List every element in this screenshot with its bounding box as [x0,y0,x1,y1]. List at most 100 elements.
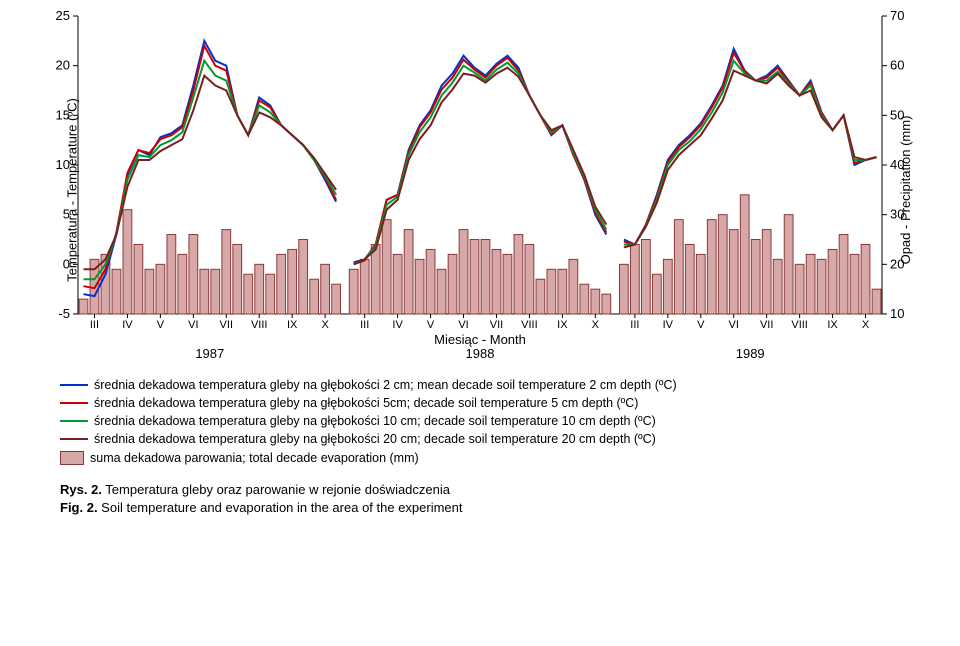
chart-svg: -5051015202510203040506070IIIIVVVIVIIVII… [20,10,940,370]
legend-swatch-box [60,451,84,465]
bar [641,240,650,315]
bar [872,289,881,314]
legend-swatch-line [60,420,88,422]
legend-swatch-line [60,438,88,440]
bar [707,220,716,314]
legend-row: średnia dekadowa temperatura gleby na gł… [60,376,940,394]
x-tick: X [321,319,329,331]
bar [591,289,600,314]
x-tick: III [630,319,639,331]
x-tick: VI [729,319,739,331]
bar [459,230,468,314]
bar [332,284,341,314]
bar [349,269,358,314]
bar [371,244,380,314]
legend-swatch-line [60,384,88,386]
x-tick: V [427,319,435,331]
bar [558,269,567,314]
bar [514,235,523,314]
caption-line1-rest: Temperatura gleby oraz parowanie w rejon… [102,482,450,497]
x-tick: VII [220,319,233,331]
bar [288,249,297,314]
x-tick: IX [557,319,568,331]
x-tick: VII [760,319,773,331]
x-tick: VIII [791,319,808,331]
x-tick: VIII [521,319,538,331]
bar [850,254,859,314]
x-tick: V [157,319,165,331]
x-tick: IX [827,319,838,331]
bar [762,230,771,314]
y-right-tick: 10 [890,306,904,321]
x-tick: IX [287,319,298,331]
y-left-label: Temperatura - Temperature (ºC) [64,98,79,282]
bar [536,279,545,314]
caption-line-1: Rys. 2. Temperatura gleby oraz parowanie… [60,481,940,499]
bar [360,259,369,314]
bar [437,269,446,314]
legend-row: średnia dekadowa temperatura gleby na gł… [60,394,940,412]
bar [652,274,661,314]
bar [222,230,231,314]
legend-text: średnia dekadowa temperatura gleby na gł… [94,412,656,430]
bar [112,269,121,314]
bar [696,254,705,314]
x-tick: IV [663,319,674,331]
bar [277,254,286,314]
bar [839,235,848,314]
bar [134,244,143,314]
x-tick: VI [458,319,468,331]
legend-text: suma dekadowa parowania; total decade ev… [90,449,419,467]
legend-swatch-line [60,402,88,404]
bar [630,244,639,314]
x-tick: X [862,319,870,331]
bar [382,220,391,314]
year-label: 1989 [736,346,765,361]
x-tick: V [697,319,705,331]
caption: Rys. 2. Temperatura gleby oraz parowanie… [60,481,940,517]
x-tick: IV [122,319,133,331]
bar [299,240,308,315]
bar [817,259,826,314]
bar [619,264,628,314]
bar [861,244,870,314]
bar [784,215,793,314]
x-tick: X [592,319,600,331]
bar [266,274,275,314]
bar [806,254,815,314]
y-left-tick: 25 [56,10,70,23]
x-tick: VIII [251,319,268,331]
caption-line1-bold: Rys. 2. [60,482,102,497]
x-tick: VII [490,319,503,331]
bar [233,244,242,314]
bar [569,259,578,314]
legend-text: średnia dekadowa temperatura gleby na gł… [94,394,638,412]
bar [663,259,672,314]
x-tick: III [90,319,99,331]
bar [321,264,330,314]
bar [602,294,611,314]
bar [740,195,749,314]
bar [674,220,683,314]
legend-row: średnia dekadowa temperatura gleby na gł… [60,412,940,430]
bar [492,249,501,314]
bar [580,284,589,314]
bars-group [79,195,881,314]
bar [200,269,209,314]
bar [393,254,402,314]
legend: średnia dekadowa temperatura gleby na gł… [60,376,940,467]
bar [795,264,804,314]
bar [525,244,534,314]
caption-line2-bold: Fig. 2. [60,500,98,515]
x-tick: III [360,319,369,331]
y-right-tick: 60 [890,58,904,73]
bar [426,249,435,314]
bar [167,235,176,314]
y-right-label: Opad - Precipitation (mm) [898,116,913,265]
bar [178,254,187,314]
bar [310,279,319,314]
caption-line-2: Fig. 2. Soil temperature and evaporation… [60,499,940,517]
bar [189,235,198,314]
y-left-tick: -5 [58,306,70,321]
bar [685,244,694,314]
